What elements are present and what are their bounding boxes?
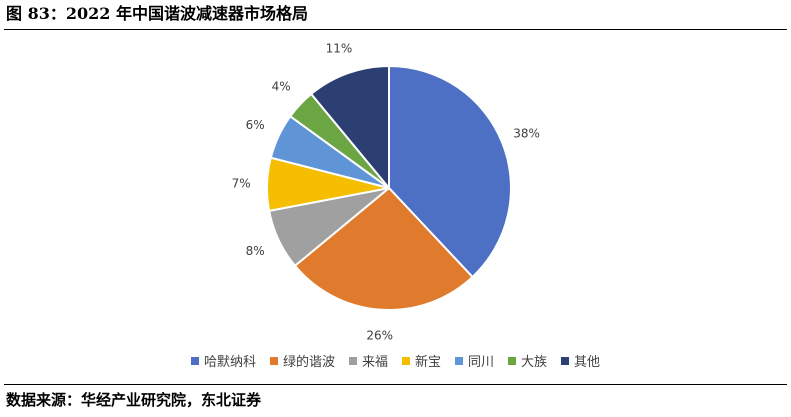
slice-label-2: 26% xyxy=(366,329,393,343)
figure-title: 图 83：2022 年中国谐波减速器市场格局 xyxy=(6,4,308,23)
legend-swatch xyxy=(348,356,357,365)
legend-item-4: 新宝 xyxy=(401,351,441,370)
slice-label-3: 8% xyxy=(246,244,265,258)
legend-label: 其他 xyxy=(574,355,601,370)
legend-label: 同川 xyxy=(468,355,495,370)
pie-slice-2 xyxy=(293,186,474,311)
legend-label: 来福 xyxy=(361,355,388,370)
legend-swatch xyxy=(190,356,199,365)
legend-item-3: 来福 xyxy=(348,351,388,370)
chart-legend: 哈默纳科 绿的谐波 来福 新宝 同川 大族 其他 xyxy=(0,351,791,370)
slice-label-6: 4% xyxy=(272,80,291,94)
legend-label: 哈默纳科 xyxy=(203,355,256,370)
legend-swatch xyxy=(455,356,463,365)
slice-label-7: 11% xyxy=(326,42,353,56)
legend-label: 绿的谐波 xyxy=(282,355,335,370)
legend-item-2: 绿的谐波 xyxy=(269,351,335,370)
legend-item-7: 其他 xyxy=(561,351,600,370)
legend-swatch xyxy=(561,356,570,365)
slice-label-4: 7% xyxy=(232,176,251,190)
legend-item-6: 大族 xyxy=(508,351,547,370)
legend-swatch xyxy=(269,356,278,365)
legend-item-5: 同川 xyxy=(455,351,494,370)
title-rule xyxy=(4,29,787,30)
legend-label: 大族 xyxy=(521,355,548,370)
pie-chart: 38% 26% 8% 7% 6% 4% 11% xyxy=(232,42,540,343)
pie-slice-1 xyxy=(388,64,512,279)
legend-label: 新宝 xyxy=(414,355,441,370)
legend-item-1: 哈默纳科 xyxy=(190,351,256,370)
data-source: 数据来源：华经产业研究院，东北证券 xyxy=(6,391,262,409)
legend-swatch xyxy=(508,356,517,365)
legend-swatch xyxy=(401,356,410,365)
pie-slice-7 xyxy=(309,64,390,191)
source-rule xyxy=(4,384,787,385)
slice-label-5: 6% xyxy=(246,118,265,132)
slice-label-1: 38% xyxy=(513,127,540,141)
